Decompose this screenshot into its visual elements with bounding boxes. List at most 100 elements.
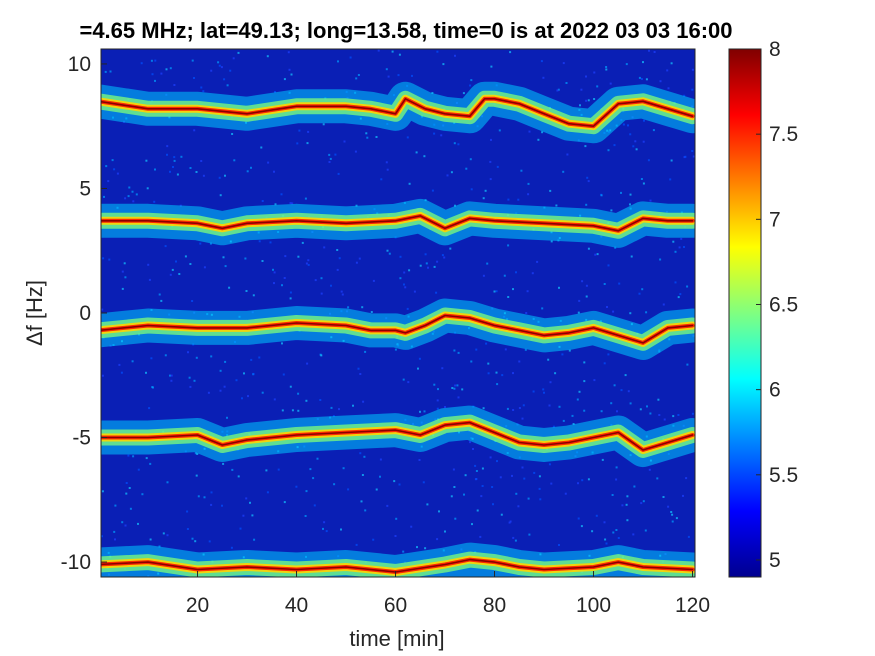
noise-speck xyxy=(537,138,540,141)
noise-speck xyxy=(170,374,173,377)
noise-speck xyxy=(514,539,517,542)
noise-speck xyxy=(440,134,443,137)
noise-speck xyxy=(184,255,187,258)
noise-speck xyxy=(593,379,596,382)
noise-speck xyxy=(347,306,350,309)
noise-speck xyxy=(614,246,617,249)
noise-speck xyxy=(528,130,531,133)
noise-speck xyxy=(386,168,389,171)
noise-speck xyxy=(646,405,648,408)
noise-speck xyxy=(576,398,579,401)
noise-speck xyxy=(596,253,599,256)
noise-speck xyxy=(620,389,623,392)
noise-speck xyxy=(586,176,589,179)
noise-speck xyxy=(538,487,541,490)
noise-speck xyxy=(208,540,211,543)
noise-speck xyxy=(615,529,618,531)
noise-speck xyxy=(250,358,253,361)
noise-speck xyxy=(587,247,590,250)
noise-speck xyxy=(169,374,171,377)
noise-speck xyxy=(596,85,599,88)
noise-speck xyxy=(425,262,428,265)
noise-speck xyxy=(176,173,179,176)
noise-speck xyxy=(352,404,354,407)
noise-speck xyxy=(160,72,163,75)
noise-speck xyxy=(454,517,457,520)
noise-speck xyxy=(306,142,309,145)
noise-speck xyxy=(260,146,263,149)
noise-speck xyxy=(562,419,565,422)
noise-speck xyxy=(166,481,169,484)
noise-speck xyxy=(498,129,501,132)
noise-speck xyxy=(495,371,498,374)
noise-speck xyxy=(338,408,340,411)
noise-speck xyxy=(297,255,300,258)
noise-speck xyxy=(307,263,310,266)
noise-speck xyxy=(491,486,494,488)
noise-speck xyxy=(417,367,419,370)
noise-speck xyxy=(125,482,128,484)
noise-speck xyxy=(583,380,586,383)
noise-speck xyxy=(301,241,304,244)
noise-speck xyxy=(475,470,478,472)
noise-speck xyxy=(273,398,276,401)
noise-speck xyxy=(512,372,514,375)
noise-speck xyxy=(221,504,223,507)
noise-speck xyxy=(594,253,597,256)
noise-speck xyxy=(150,59,153,62)
noise-speck xyxy=(526,290,529,293)
noise-speck xyxy=(105,165,108,168)
noise-speck xyxy=(683,94,686,97)
colorbar-gradient xyxy=(729,49,761,577)
noise-speck xyxy=(355,261,358,264)
noise-speck xyxy=(645,78,648,81)
noise-speck xyxy=(677,296,680,299)
noise-speck xyxy=(291,409,294,412)
noise-speck xyxy=(482,197,485,200)
noise-speck xyxy=(453,142,456,145)
noise-speck xyxy=(577,517,580,520)
noise-speck xyxy=(258,240,261,243)
noise-speck xyxy=(394,535,397,537)
noise-speck xyxy=(340,290,343,293)
noise-speck xyxy=(469,158,472,161)
x-tick-label: 80 xyxy=(483,594,506,617)
noise-speck xyxy=(600,194,603,197)
noise-speck xyxy=(340,528,342,531)
noise-speck xyxy=(463,493,465,496)
noise-speck xyxy=(166,534,169,537)
noise-speck xyxy=(581,479,584,482)
noise-speck xyxy=(603,362,606,365)
noise-speck xyxy=(515,492,518,495)
noise-speck xyxy=(289,202,292,205)
noise-speck xyxy=(186,510,189,513)
noise-speck xyxy=(680,237,683,240)
noise-speck xyxy=(436,260,439,263)
noise-speck xyxy=(172,166,174,168)
noise-speck xyxy=(471,523,473,526)
noise-speck xyxy=(538,475,541,478)
noise-speck xyxy=(169,170,171,173)
colorbar-tick-label: 7 xyxy=(769,208,781,231)
noise-speck xyxy=(557,88,560,91)
noise-speck xyxy=(525,312,528,314)
noise-speck xyxy=(361,474,364,476)
noise-speck xyxy=(507,296,510,298)
noise-speck xyxy=(306,362,309,365)
noise-speck xyxy=(656,477,659,480)
noise-speck xyxy=(541,131,544,134)
noise-speck xyxy=(679,293,682,296)
noise-speck xyxy=(360,500,363,503)
noise-speck xyxy=(101,374,104,377)
noise-speck xyxy=(507,198,510,201)
x-tick-label: 100 xyxy=(576,594,611,617)
noise-speck xyxy=(114,538,116,541)
noise-speck xyxy=(472,448,474,450)
noise-speck xyxy=(231,468,234,471)
noise-speck xyxy=(482,274,485,277)
noise-speck xyxy=(154,79,156,82)
noise-speck xyxy=(581,280,584,283)
noise-speck xyxy=(607,353,610,356)
band-band-3 xyxy=(101,298,695,360)
noise-speck xyxy=(222,256,225,259)
